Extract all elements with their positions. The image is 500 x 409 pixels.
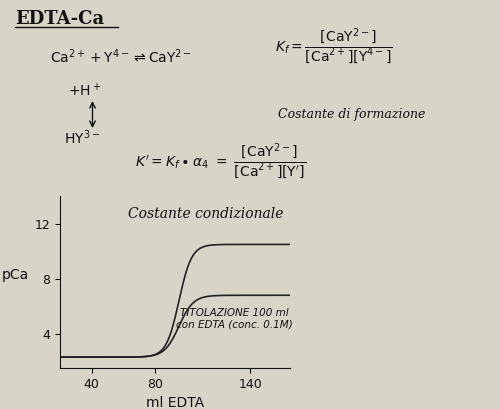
Y-axis label: pCa: pCa — [2, 268, 28, 282]
Text: $\mathrm{Ca^{2+} + Y^{4-} \rightleftharpoons CaY^{2-}}$: $\mathrm{Ca^{2+} + Y^{4-} \rightleftharp… — [50, 47, 192, 65]
Text: TITOLAZIONE 100 ml
con EDTA (conc. 0.1M): TITOLAZIONE 100 ml con EDTA (conc. 0.1M) — [176, 308, 293, 330]
Text: $\mathrm{+ H^+}$: $\mathrm{+ H^+}$ — [68, 82, 100, 99]
Text: $K_f = \dfrac{[\mathrm{CaY^{2-}}]}{[\mathrm{Ca^{2+}}][\mathrm{Y^{4-}}]}$: $K_f = \dfrac{[\mathrm{CaY^{2-}}]}{[\mat… — [275, 27, 392, 66]
Text: $K' = K_f \bullet \alpha_4 \ = \ \dfrac{[\mathrm{CaY^{2-}}]}{[\mathrm{Ca^{2+}}][: $K' = K_f \bullet \alpha_4 \ = \ \dfrac{… — [135, 141, 306, 181]
Text: $\mathrm{HY^{3-}}$: $\mathrm{HY^{3-}}$ — [64, 129, 100, 147]
Text: Costante condizionale: Costante condizionale — [128, 207, 283, 220]
X-axis label: ml EDTA: ml EDTA — [146, 396, 204, 409]
Text: EDTA-Ca: EDTA-Ca — [15, 10, 104, 28]
Text: Costante di formazione: Costante di formazione — [278, 108, 425, 121]
